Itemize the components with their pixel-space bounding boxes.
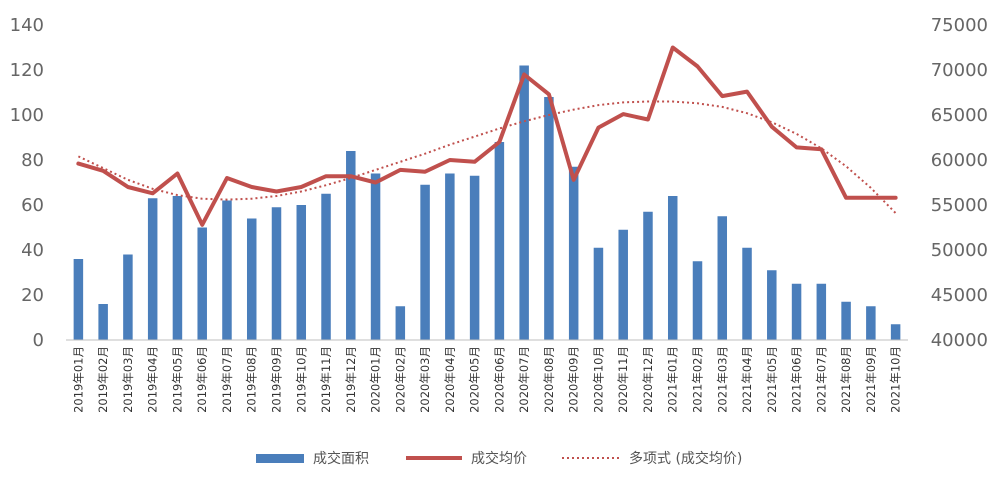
x-tick-label: 2019年01月 (71, 346, 85, 413)
bar-6 (222, 201, 232, 341)
x-tick-label: 2021年09月 (864, 346, 878, 413)
x-tick-label: 2021年05月 (765, 346, 779, 413)
bar-5 (197, 228, 207, 341)
x-tick-label: 2020年09月 (567, 346, 581, 413)
trendline-series (78, 102, 895, 214)
bar-13 (396, 306, 406, 340)
bar-19 (544, 97, 554, 340)
x-tick-label: 2020年08月 (542, 346, 556, 413)
left-tick-label: 20 (21, 285, 44, 306)
x-tick-label: 2021年01月 (666, 346, 680, 413)
x-tick-label: 2021年10月 (889, 346, 903, 413)
bar-32 (866, 306, 876, 340)
legend: 成交面积 成交均价 多项式 (成交均价) (256, 450, 742, 467)
right-tick-label: 45000 (931, 285, 988, 306)
x-tick-label: 2019年07月 (220, 346, 234, 413)
left-tick-label: 0 (33, 330, 44, 351)
bar-20 (569, 167, 579, 340)
bar-3 (148, 198, 158, 340)
bar-11 (346, 151, 356, 340)
bar-9 (297, 205, 307, 340)
right-tick-label: 55000 (931, 195, 988, 216)
bar-33 (891, 324, 901, 340)
right-tick-label: 70000 (931, 60, 988, 81)
x-tick-label: 2019年09月 (270, 346, 284, 413)
x-tick-label: 2020年01月 (369, 346, 383, 413)
x-tick-label: 2019年05月 (170, 346, 184, 413)
left-axis-ticks: 0 20 40 60 80 100 120 140 (10, 15, 44, 351)
x-tick-label: 2021年08月 (839, 346, 853, 413)
x-tick-label: 2020年11月 (616, 346, 630, 413)
x-tick-label: 2021年06月 (790, 346, 804, 413)
bar-4 (173, 196, 183, 340)
left-tick-label: 120 (10, 60, 44, 81)
x-tick-label: 2021年07月 (814, 346, 828, 413)
bar-24 (668, 196, 678, 340)
x-tick-label: 2019年10月 (294, 346, 308, 413)
bar-2 (123, 255, 133, 341)
bar-12 (371, 174, 381, 341)
legend-bar-label: 成交面积 (313, 450, 369, 467)
right-axis-ticks: 40000 45000 50000 55000 60000 65000 70000 75000 (931, 15, 988, 351)
x-tick-label: 2019年03月 (121, 346, 135, 413)
right-tick-label: 50000 (931, 240, 988, 261)
bar-29 (792, 284, 802, 340)
bar-series-area (74, 66, 901, 341)
bar-17 (495, 142, 505, 340)
x-tick-label: 2021年04月 (740, 346, 754, 413)
x-axis-ticks: 2019年01月 2019年02月 2019年03月 2019年04月 2019年05月… (71, 346, 902, 413)
left-tick-label: 80 (21, 150, 44, 171)
x-tick-label: 2021年02月 (691, 346, 705, 413)
left-tick-label: 100 (10, 105, 44, 126)
x-tick-label: 2020年10月 (591, 346, 605, 413)
trendline-path (78, 102, 895, 214)
bar-23 (643, 212, 653, 340)
x-tick-label: 2020年07月 (517, 346, 531, 413)
x-tick-label: 2019年02月 (96, 346, 110, 413)
legend-line-label: 成交均价 (471, 450, 527, 467)
left-tick-label: 60 (21, 195, 44, 216)
right-tick-label: 65000 (931, 105, 988, 126)
x-tick-label: 2020年02月 (393, 346, 407, 413)
legend-trend-label: 多项式 (成交均价) (629, 450, 742, 467)
x-tick-label: 2021年03月 (715, 346, 729, 413)
bar-16 (470, 176, 480, 340)
x-tick-label: 2019年12月 (344, 346, 358, 413)
x-tick-label: 2020年03月 (418, 346, 432, 413)
bar-8 (272, 207, 282, 340)
x-tick-label: 2019年08月 (245, 346, 259, 413)
bar-26 (718, 216, 728, 340)
bar-22 (618, 230, 628, 340)
bar-10 (321, 194, 331, 340)
right-tick-label: 60000 (931, 150, 988, 171)
x-tick-label: 2020年04月 (443, 346, 457, 413)
x-tick-label: 2020年06月 (492, 346, 506, 413)
x-tick-label: 2019年11月 (319, 346, 333, 413)
right-tick-label: 40000 (931, 330, 988, 351)
bar-30 (817, 284, 827, 340)
bar-28 (767, 270, 777, 340)
bar-21 (594, 248, 604, 340)
bar-7 (247, 219, 256, 341)
bar-31 (841, 302, 851, 340)
legend-bar-swatch (256, 454, 304, 463)
x-tick-label: 2020年12月 (641, 346, 655, 413)
left-tick-label: 40 (21, 240, 44, 261)
bar-14 (420, 185, 430, 340)
x-tick-label: 2019年06月 (195, 346, 209, 413)
bar-0 (74, 259, 84, 340)
bar-25 (693, 261, 703, 340)
bar-27 (742, 248, 752, 340)
bar-1 (98, 304, 108, 340)
x-tick-label: 2020年05月 (468, 346, 482, 413)
right-tick-label: 75000 (931, 15, 988, 36)
left-tick-label: 140 (10, 15, 44, 36)
x-tick-label: 2019年04月 (146, 346, 160, 413)
bar-18 (519, 66, 529, 341)
bar-15 (445, 174, 455, 341)
